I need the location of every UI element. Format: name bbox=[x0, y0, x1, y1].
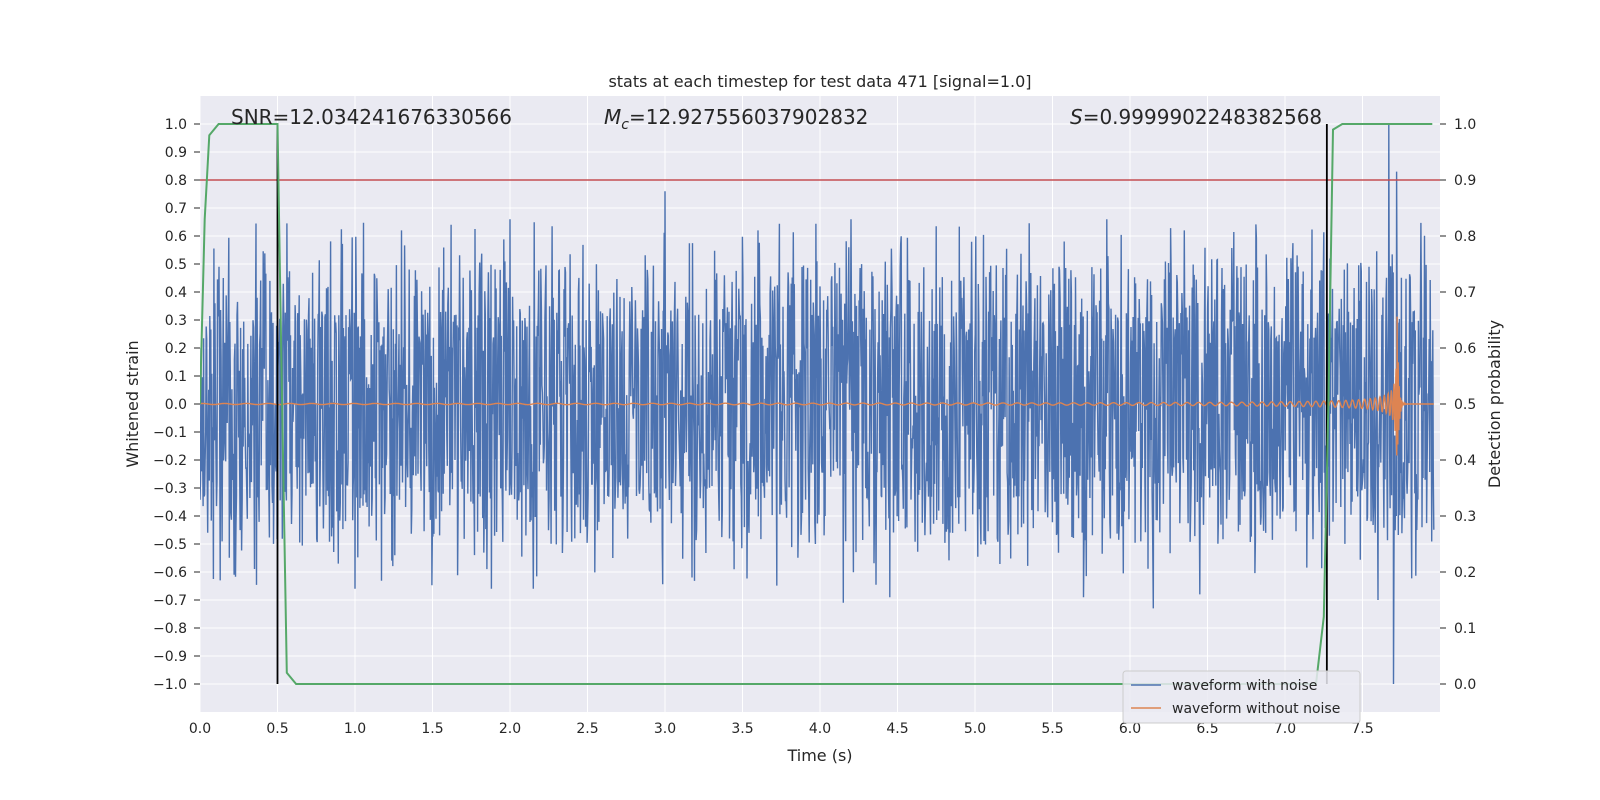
y-tick-label: 0.1 bbox=[165, 369, 187, 385]
y-tick-label: −0.5 bbox=[153, 537, 187, 553]
x-tick-label: 7.5 bbox=[1351, 721, 1373, 737]
y-tick-label: 0.2 bbox=[165, 341, 187, 357]
y-tick-label: 0.7 bbox=[165, 201, 187, 217]
x-tick-label: 4.0 bbox=[809, 721, 831, 737]
y-tick-labels: 1.0 0.9 0.8 0.7 0.6 0.5 0.4 0.3 0.2 0.1 0.0 −0.1 −0.… bbox=[153, 117, 200, 693]
chart-title: stats at each timestep for test data 471… bbox=[608, 72, 1031, 91]
x-tick-labels: 0.0 0.5 1.0 1.5 2.0 2.5 3.0 3.5 4.0 4.5 5.0 5.5 6.0 6… bbox=[189, 721, 1374, 737]
x-tick-label: 0.0 bbox=[189, 721, 211, 737]
y2-tick-label: 0.3 bbox=[1454, 509, 1476, 525]
legend-label-noisy: waveform with noise bbox=[1172, 678, 1317, 694]
y-tick-label: 0.5 bbox=[165, 257, 187, 273]
x-tick-label: 5.0 bbox=[964, 721, 986, 737]
y2-tick-label: 0.7 bbox=[1454, 285, 1476, 301]
chirp-mass-subscript: c bbox=[621, 117, 629, 133]
chirp-mass-annotation: Mc=12.927556037902832 bbox=[604, 105, 868, 133]
y2-tick-label: 0.0 bbox=[1454, 677, 1476, 693]
x-tick-label: 2.5 bbox=[576, 721, 598, 737]
y2-tick-labels: 1.0 0.9 0.8 0.7 0.6 0.5 0.4 0.3 0.2 0.1 0.0 bbox=[1440, 117, 1476, 693]
score-value: =0.9999902248382568 bbox=[1083, 105, 1322, 129]
y-tick-label: 1.0 bbox=[165, 117, 187, 133]
x-tick-label: 3.5 bbox=[731, 721, 753, 737]
series-layer bbox=[200, 123, 1440, 685]
y2-tick-label: 0.5 bbox=[1454, 397, 1476, 413]
series-detection-probability bbox=[200, 123, 1433, 685]
legend-label-clean: waveform without noise bbox=[1172, 701, 1340, 717]
y-tick-label: −0.2 bbox=[153, 453, 187, 469]
x-tick-label: 2.0 bbox=[499, 721, 521, 737]
y2-axis-label: Detection probability bbox=[1485, 320, 1504, 488]
score-annotation: S=0.9999902248382568 bbox=[1070, 105, 1322, 129]
x-tick-label: 0.5 bbox=[266, 721, 288, 737]
series-waveform-without-noise bbox=[200, 316, 1434, 456]
y-tick-label: 0.9 bbox=[165, 145, 187, 161]
y2-tick-label: 0.9 bbox=[1454, 173, 1476, 189]
chirp-mass-value: =12.927556037902832 bbox=[629, 105, 868, 129]
x-tick-label: 5.5 bbox=[1041, 721, 1063, 737]
y-tick-label: −1.0 bbox=[153, 677, 187, 693]
y2-tick-label: 0.2 bbox=[1454, 565, 1476, 581]
y-tick-label: 0.8 bbox=[165, 173, 187, 189]
y-tick-label: −0.8 bbox=[153, 621, 187, 637]
chirp-mass-symbol: M bbox=[604, 105, 621, 129]
y2-tick-label: 1.0 bbox=[1454, 117, 1476, 133]
y-tick-label: −0.3 bbox=[153, 481, 187, 497]
y-axis-label: Whitened strain bbox=[123, 340, 142, 467]
y-tick-label: 0.3 bbox=[165, 313, 187, 329]
y-tick-label: 0.6 bbox=[165, 229, 187, 245]
legend-box bbox=[1122, 670, 1361, 724]
x-tick-label: 6.0 bbox=[1119, 721, 1141, 737]
y2-tick-label: 0.6 bbox=[1454, 341, 1476, 357]
y-tick-label: 0.0 bbox=[165, 397, 187, 413]
x-tick-label: 1.0 bbox=[344, 721, 366, 737]
y-tick-label: −0.7 bbox=[153, 593, 187, 609]
x-tick-label: 1.5 bbox=[421, 721, 443, 737]
y2-tick-label: 0.1 bbox=[1454, 621, 1476, 637]
x-tick-label: 6.5 bbox=[1196, 721, 1218, 737]
x-tick-label: 7.0 bbox=[1274, 721, 1296, 737]
y-tick-label: −0.6 bbox=[153, 565, 187, 581]
snr-annotation: SNR=12.034241676330566 bbox=[231, 105, 512, 129]
x-tick-label: 3.0 bbox=[654, 721, 676, 737]
y-tick-label: −0.9 bbox=[153, 649, 187, 665]
x-tick-label: 4.5 bbox=[886, 721, 908, 737]
score-symbol: S bbox=[1070, 105, 1083, 129]
y2-tick-label: 0.8 bbox=[1454, 229, 1476, 245]
y2-tick-label: 0.4 bbox=[1454, 453, 1476, 469]
x-axis-label: Time (s) bbox=[786, 746, 852, 765]
series-waveform-with-noise bbox=[200, 123, 1435, 685]
y-tick-label: 0.4 bbox=[165, 285, 187, 301]
y-tick-label: −0.1 bbox=[153, 425, 187, 441]
y-tick-label: −0.4 bbox=[153, 509, 187, 525]
legend: waveform with noise waveform without noi… bbox=[1122, 670, 1361, 724]
